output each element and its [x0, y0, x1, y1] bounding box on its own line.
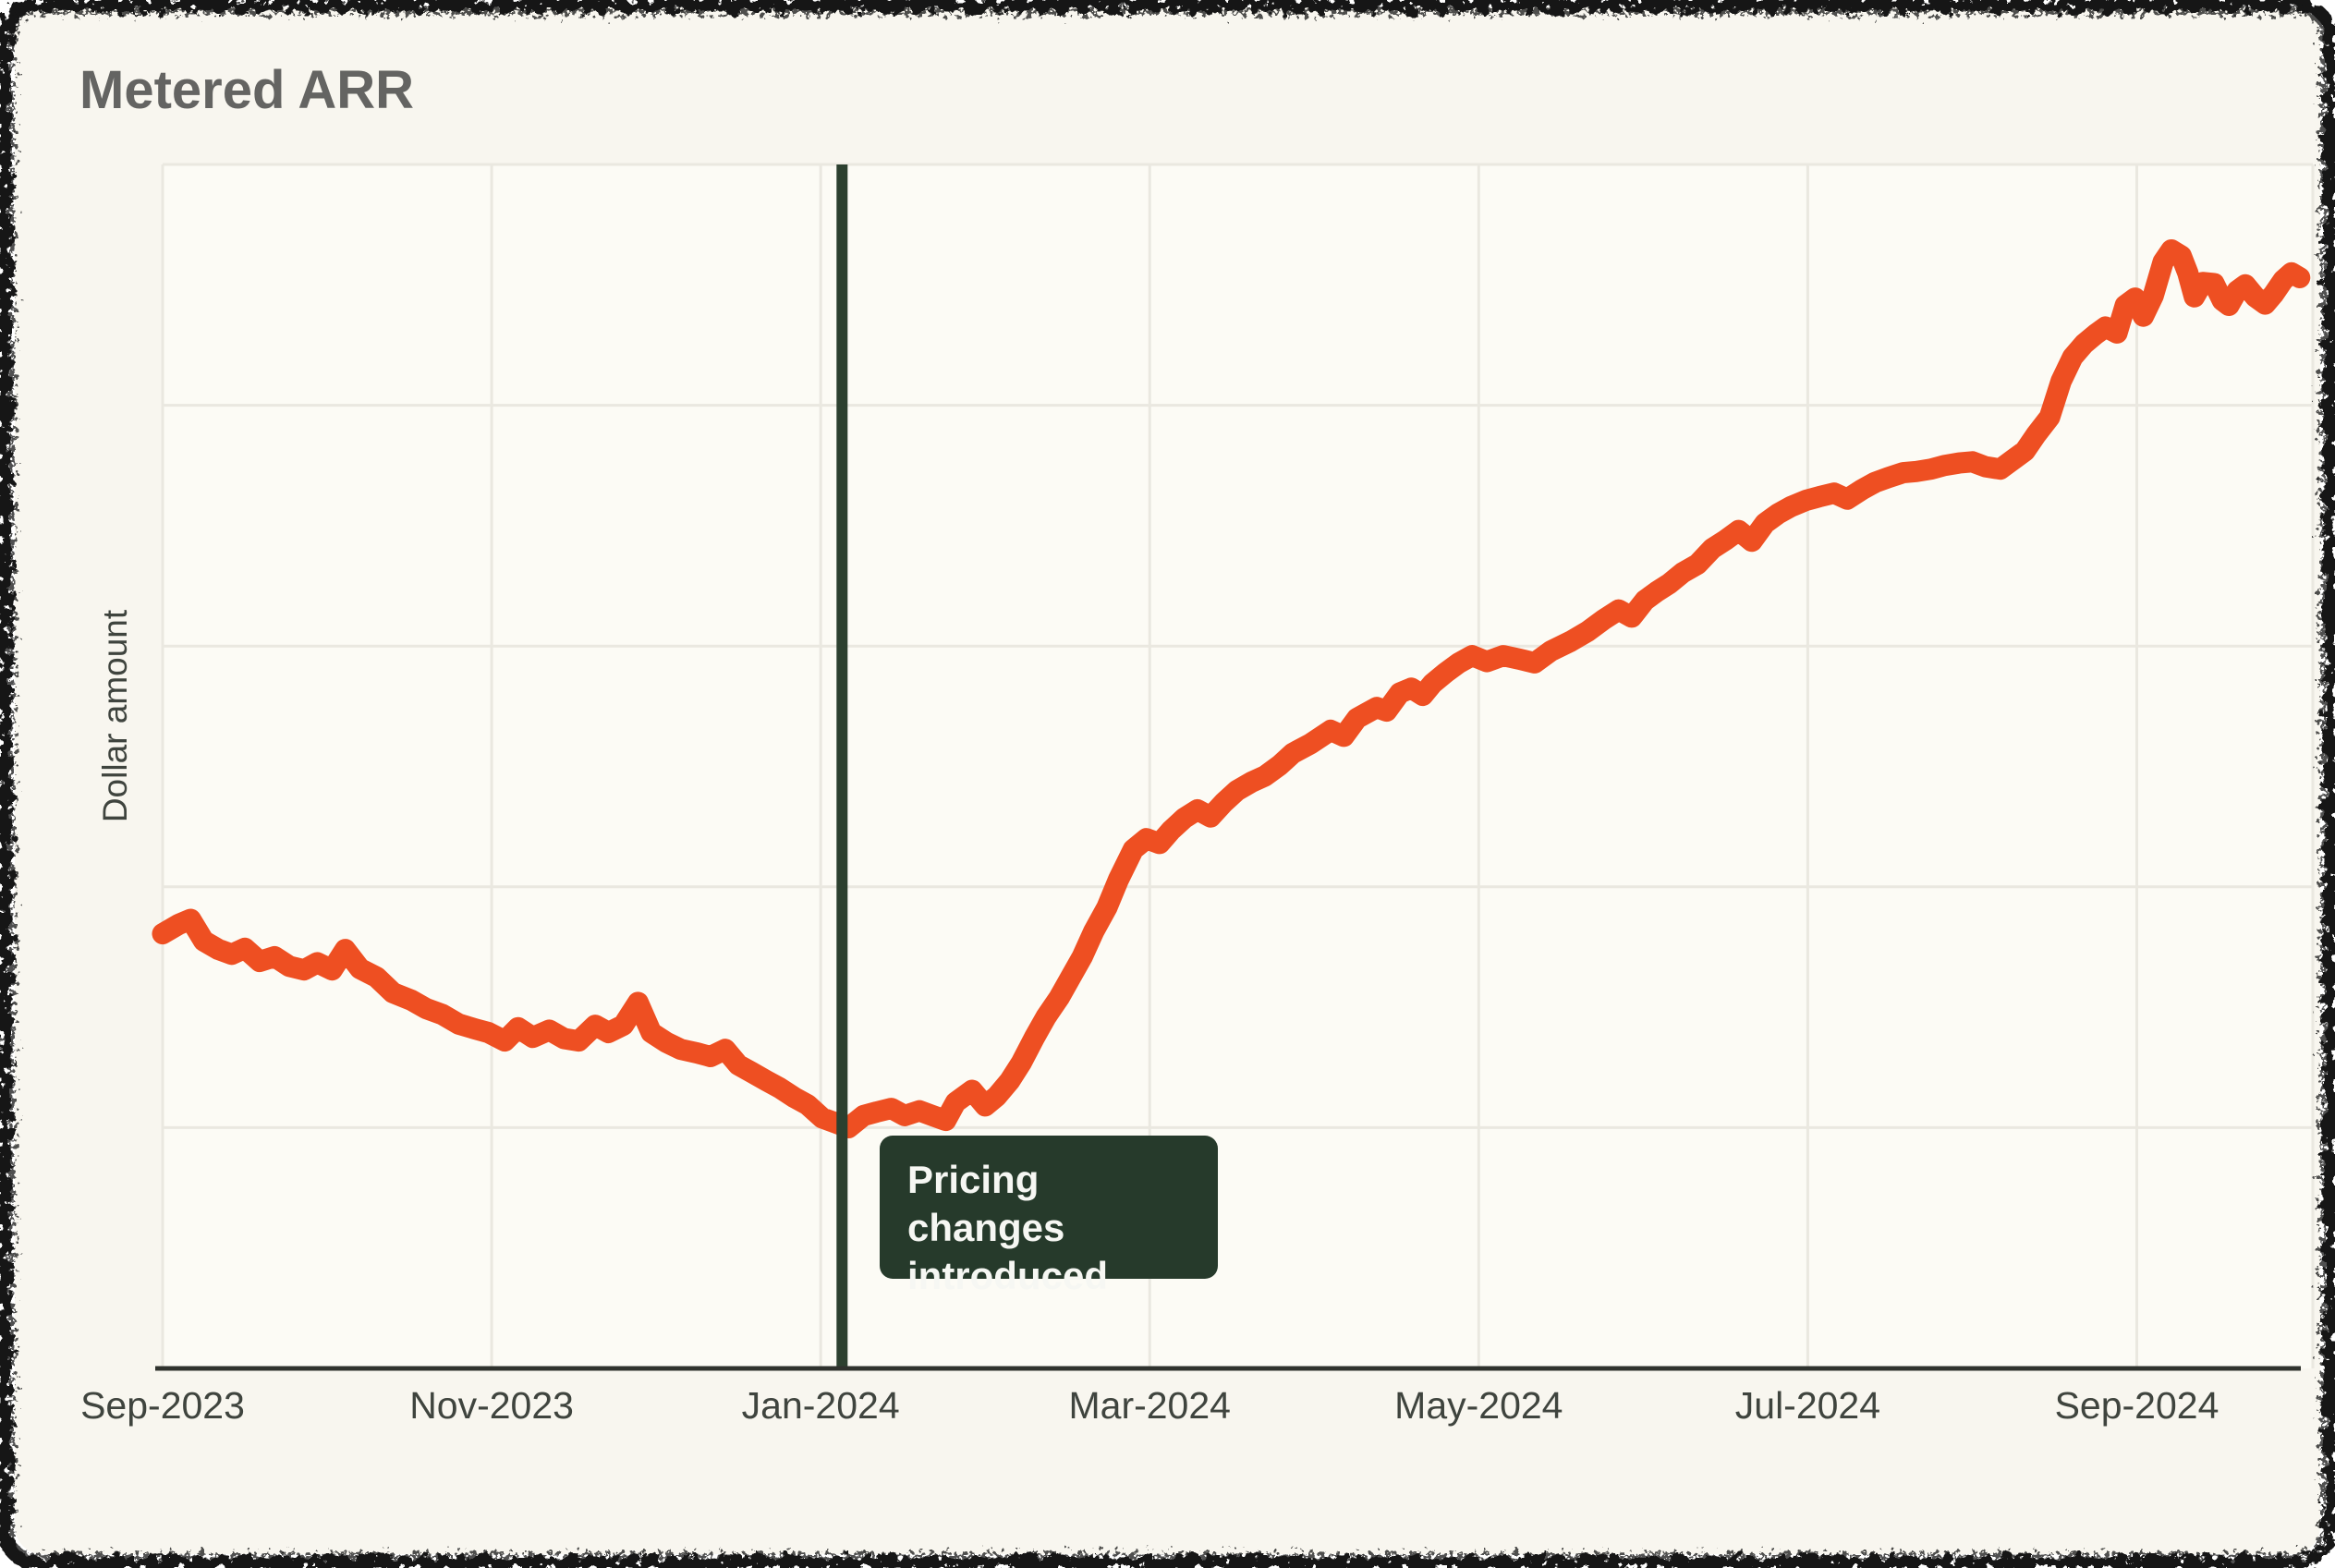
annotation-text-line1: Pricing changes [907, 1158, 1065, 1249]
annotation-text-line2: introduced [907, 1254, 1108, 1297]
plot-background [163, 164, 2313, 1368]
annotation-callout: Pricing changes introduced [880, 1136, 1218, 1297]
